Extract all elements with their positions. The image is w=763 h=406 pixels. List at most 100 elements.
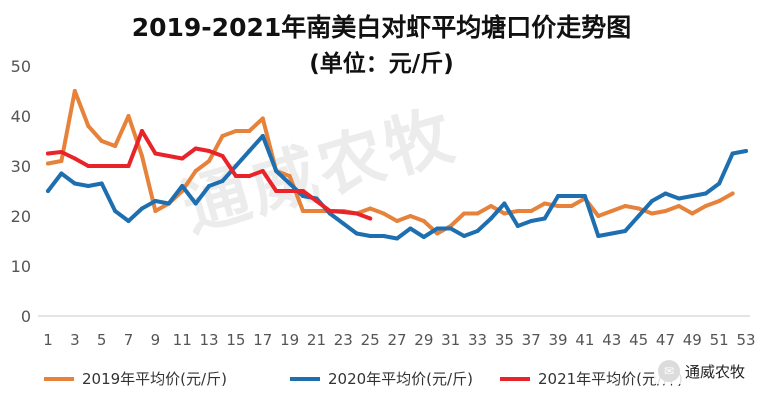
series-point-2020: [287, 181, 292, 186]
series-point-2020: [395, 236, 399, 241]
series-point-2019: [703, 204, 708, 208]
series-point-2020: [166, 201, 171, 206]
series-point-2020: [180, 184, 185, 188]
legend-item-2019: 2019年平均价(元/斤): [44, 368, 227, 389]
series-point-2020: [126, 219, 131, 223]
series-point-2020: [730, 151, 735, 156]
series-point-2021: [274, 189, 279, 193]
series-point-2020: [609, 231, 614, 236]
x-tick-label: 35: [495, 331, 514, 349]
series-point-2019: [529, 209, 534, 213]
series-point-2019: [475, 211, 480, 216]
x-tick-label: 31: [441, 331, 460, 349]
series-line-2019: [46, 89, 735, 236]
series-point-2020: [663, 191, 668, 196]
series-point-2019: [46, 161, 50, 166]
series-point-2019: [59, 159, 64, 163]
series-point-2020: [744, 149, 748, 153]
series-point-2019: [569, 204, 574, 208]
x-tick-label: 49: [683, 331, 702, 349]
series-point-2020: [260, 134, 265, 138]
series-point-2019: [435, 231, 440, 236]
series-point-2020: [72, 181, 77, 186]
series-point-2020: [717, 181, 722, 186]
x-tick-label: 41: [575, 331, 594, 349]
x-tick-label: 3: [70, 331, 80, 349]
series-point-2019: [488, 204, 493, 208]
series-point-2020: [193, 201, 198, 206]
series-point-2021: [207, 149, 212, 153]
series-point-2021: [46, 151, 50, 156]
legend-item-2020: 2020年平均价(元/斤): [290, 368, 473, 389]
x-tick-label: 39: [549, 331, 568, 349]
x-tick-label: 21: [307, 331, 326, 349]
legend-item-2021: 2021年平均价(元/斤): [500, 368, 683, 389]
series-point-2021: [180, 156, 185, 161]
x-tick-label: 15: [226, 331, 245, 349]
series-point-2020: [676, 196, 681, 201]
x-tick-label: 1: [43, 331, 53, 349]
legend-swatch-2019: [44, 376, 74, 381]
legend-label-2019: 2019年平均价(元/斤): [82, 370, 227, 388]
series-point-2020: [462, 234, 467, 238]
series-point-2020: [542, 216, 547, 221]
series-point-2020: [301, 194, 306, 198]
series-point-2019: [609, 209, 614, 213]
series-point-2020: [408, 226, 413, 231]
series-point-2020: [233, 164, 238, 168]
series-point-2021: [354, 211, 359, 216]
series-point-2019: [287, 174, 292, 178]
series-point-2020: [247, 149, 252, 153]
chart-title: 2019-2021年南美白对虾平均塘口价走势图: [131, 13, 632, 42]
series-point-2020: [636, 214, 641, 218]
series-point-2021: [166, 154, 171, 158]
series-point-2019: [381, 211, 386, 216]
legend-label-2020: 2020年平均价(元/斤): [328, 370, 473, 388]
series-point-2021: [260, 169, 265, 173]
x-tick-label: 9: [151, 331, 161, 349]
series-point-2020: [475, 229, 480, 233]
x-tick-label: 47: [656, 331, 675, 349]
series-point-2019: [368, 206, 373, 211]
series-point-2019: [301, 209, 306, 213]
series-point-2020: [529, 219, 534, 223]
series-point-2019: [314, 209, 319, 213]
series-point-2020: [515, 224, 520, 228]
series-point-2021: [126, 164, 131, 168]
series-point-2019: [542, 201, 547, 206]
x-tick-label: 11: [173, 331, 192, 349]
legend-label-2021: 2021年平均价(元/斤): [538, 370, 683, 388]
series-point-2020: [703, 191, 708, 196]
brand-badge: ✉ 通威农牧: [653, 358, 749, 384]
series-point-2020: [381, 234, 386, 238]
series-point-2019: [247, 129, 252, 133]
series-point-2019: [153, 209, 158, 213]
series-point-2021: [193, 146, 198, 151]
series-point-2020: [488, 216, 493, 221]
series-point-2019: [502, 211, 507, 216]
x-tick-label: 17: [253, 331, 272, 349]
series-point-2020: [448, 226, 453, 231]
series-point-2021: [327, 209, 332, 213]
series-point-2020: [113, 209, 118, 213]
series-point-2019: [72, 89, 77, 93]
series-point-2020: [153, 199, 158, 203]
series-point-2020: [623, 229, 628, 233]
x-tick-label: 43: [602, 331, 621, 349]
series-point-2019: [462, 211, 467, 216]
x-tick-label: 37: [522, 331, 541, 349]
y-tick-label: 40: [11, 107, 31, 126]
series-point-2019: [139, 154, 144, 158]
wechat-icon: ✉: [657, 360, 680, 382]
series-point-2021: [287, 189, 292, 193]
series-point-2021: [368, 216, 373, 221]
x-tick-label: 5: [97, 331, 107, 349]
series-point-2020: [59, 171, 64, 176]
x-tick-label: 53: [736, 331, 755, 349]
series-point-2019: [260, 116, 265, 121]
x-tick-label: 7: [124, 331, 134, 349]
series-point-2020: [354, 231, 359, 236]
x-tick-label: 23: [334, 331, 353, 349]
series-point-2019: [421, 219, 426, 223]
series-point-2019: [676, 204, 681, 208]
